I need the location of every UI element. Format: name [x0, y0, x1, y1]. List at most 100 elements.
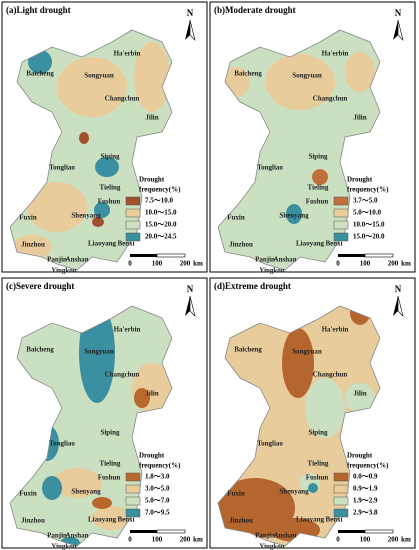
- legend-swatch: [333, 220, 349, 230]
- legend-swatch: [333, 208, 349, 218]
- legend-swatch: [125, 472, 141, 482]
- zone: [134, 42, 170, 112]
- zone: [95, 157, 119, 177]
- legend-swatch: [333, 472, 349, 482]
- scale-label: km: [193, 536, 203, 544]
- zone: [92, 497, 112, 509]
- city-label: Baicheng: [26, 70, 54, 78]
- legend-swatch: [125, 208, 141, 218]
- city-label: Siping: [100, 153, 120, 161]
- zone: [305, 378, 345, 438]
- panel-title: (c)Severe drought: [6, 281, 74, 291]
- zone: [94, 202, 110, 218]
- legend-label: 3.7～5.0: [353, 197, 378, 205]
- panel: (b)Moderate drought N Ha'erbin Baicheng Song…: [209, 1, 416, 275]
- legend-swatch: [333, 496, 349, 506]
- scale-bar: [338, 530, 365, 533]
- scale-bar: [156, 253, 186, 258]
- city-label: Jinzhou: [21, 241, 45, 249]
- city-label: Liaoyang: [88, 240, 117, 248]
- zones: [12, 42, 170, 259]
- city-label: Tongliao: [49, 440, 75, 448]
- city-label: Baicheng: [234, 346, 262, 354]
- city-label: Jilin: [353, 114, 366, 122]
- region-outline: [9, 305, 173, 547]
- city-label: Baicheng: [26, 346, 54, 354]
- legend-swatch: [125, 484, 141, 494]
- region-outline: [217, 29, 381, 271]
- city-label: Songyuan: [292, 72, 322, 80]
- legend-title: frequency(%): [139, 186, 181, 194]
- city-label: Yingkou: [51, 267, 77, 275]
- scale-label: 200: [388, 536, 399, 544]
- scale-label: 0: [128, 260, 132, 268]
- legend-swatch: [125, 220, 141, 230]
- city-label: Shenyang: [71, 488, 101, 496]
- city-label: Changchun: [313, 95, 348, 103]
- scale-label: 200: [180, 260, 191, 268]
- legend-title: Drought: [347, 176, 373, 184]
- city-label: Songyuan: [84, 348, 114, 356]
- city-label: Tieling: [100, 460, 121, 468]
- city-label: Ha'erbin: [322, 50, 349, 58]
- north-label: N: [187, 8, 194, 18]
- north-label: N: [187, 284, 194, 294]
- panel-title: (a)Light drought: [6, 5, 71, 15]
- legend-label: 0.9～1.9: [353, 485, 378, 493]
- city-label: Panjin: [47, 532, 67, 540]
- city-label: Changchun: [105, 95, 140, 103]
- zone: [92, 506, 132, 530]
- city-label: Tieling: [308, 184, 329, 192]
- scale-bar: [130, 530, 157, 533]
- city-label: Tieling: [308, 460, 329, 468]
- city-label: Benxi: [325, 516, 342, 524]
- legend-title: Drought: [347, 452, 373, 460]
- city-label: Anshan: [274, 256, 297, 264]
- city-label: Baicheng: [234, 70, 262, 78]
- panel-title: (d)Extreme drought: [214, 281, 291, 291]
- legend-swatch: [125, 232, 141, 242]
- legend-label: 0.0～0.9: [353, 473, 378, 481]
- city-label: Liaoyang: [296, 240, 325, 248]
- legend-title: Drought: [139, 452, 165, 460]
- city-label: Siping: [308, 429, 328, 437]
- scale-label: km: [401, 536, 411, 544]
- zone: [42, 476, 62, 500]
- scale-label: 200: [388, 260, 399, 268]
- city-label: Jinzhou: [229, 241, 253, 249]
- city-label: Siping: [308, 153, 328, 161]
- legend-label: 15.0～20.0: [353, 233, 385, 241]
- scale-label: 100: [152, 536, 163, 544]
- zone: [345, 52, 375, 92]
- city-label: Siping: [100, 429, 120, 437]
- city-label: Tongliao: [49, 164, 75, 172]
- city-label: Benxi: [117, 516, 134, 524]
- legend-label: 7.5～10.0: [145, 197, 173, 205]
- legend-title: frequency(%): [139, 462, 181, 470]
- city-label: Benxi: [325, 240, 342, 248]
- city-label: Shenyang: [279, 488, 309, 496]
- legend-label: 5.0～10.0: [353, 209, 381, 217]
- city-label: Fushun: [98, 198, 121, 206]
- city-label: Panjin: [255, 532, 275, 540]
- scale-bar: [156, 529, 186, 534]
- zone: [308, 483, 318, 493]
- legend-label: 1.9～2.9: [353, 497, 378, 505]
- city-label: Yingkou: [259, 543, 285, 550]
- zone: [52, 468, 102, 498]
- scale-label: 0: [128, 536, 132, 544]
- legend-swatch: [333, 484, 349, 494]
- legend-label: 7.0～9.5: [145, 509, 170, 517]
- north-arrow: [397, 295, 404, 317]
- zone: [265, 54, 335, 110]
- legend-label: 3.0～5.0: [145, 485, 170, 493]
- city-label: Anshan: [274, 532, 297, 540]
- city-label: Jinzhou: [21, 517, 45, 525]
- legend-title: Drought: [139, 176, 165, 184]
- city-label: Fuxin: [19, 214, 37, 222]
- city-label: Ha'erbin: [114, 326, 141, 334]
- scale-label: km: [193, 260, 203, 268]
- legend-label: 10.0～15.0: [145, 209, 177, 217]
- city-label: Anshan: [66, 532, 89, 540]
